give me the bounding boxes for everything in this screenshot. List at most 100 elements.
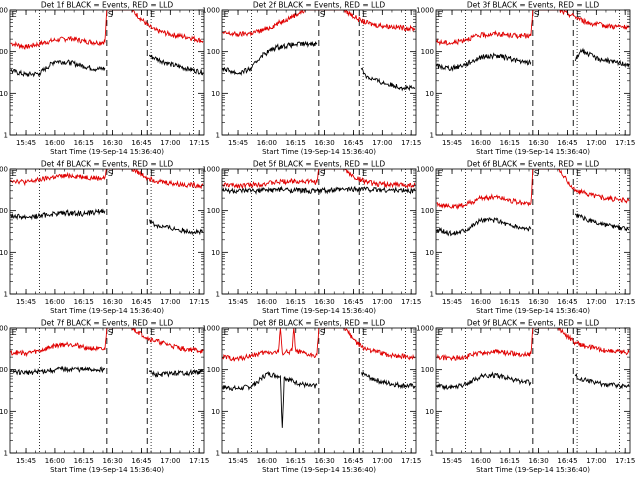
x-axis-label: Start Time (19-Sep-14 15:36:40) — [50, 466, 164, 474]
detector-panel: Det 1f BLACK = Events, RED = LLD 1 10 100 10… — [0, 1, 209, 157]
x-tick-label: 16:45 — [343, 298, 363, 306]
events-series — [148, 54, 204, 76]
x-tick-label: 17:15 — [615, 457, 635, 465]
y-tick-label: 10 — [211, 90, 220, 98]
events-series — [148, 368, 204, 378]
x-tick-label: 16:45 — [343, 457, 363, 465]
x-tick-label: 16:30 — [315, 457, 335, 465]
x-tick-label: 16:00 — [471, 139, 491, 147]
y-tick-label: 1000 — [0, 166, 8, 174]
y-tick-label: 100 — [421, 207, 434, 215]
x-tick-label: 16:30 — [529, 139, 549, 147]
event-marker-label: E — [362, 10, 367, 19]
x-axis-label: Start Time (19-Sep-14 15:36:40) — [476, 466, 590, 474]
plot-frame — [9, 168, 205, 295]
x-tick-label: 16:15 — [286, 457, 306, 465]
y-tick-label: 100 — [207, 207, 220, 215]
x-tick-label: 16:45 — [131, 457, 151, 465]
plot-frame — [9, 9, 205, 136]
x-tick-label: 16:15 — [286, 298, 306, 306]
x-tick-label: 16:30 — [315, 139, 335, 147]
event-marker-label: S — [320, 169, 325, 178]
events-series — [149, 219, 204, 236]
lld-series — [222, 328, 416, 362]
event-marker-label: S — [534, 328, 539, 337]
event-marker-label: E — [12, 169, 17, 178]
x-tick-label: 16:00 — [45, 298, 65, 306]
lld-series — [10, 328, 204, 358]
plot-frame — [221, 9, 417, 136]
x-tick-label: 15:45 — [16, 457, 36, 465]
x-tick-label: 15:45 — [228, 457, 248, 465]
event-marker-label: E — [438, 10, 443, 19]
series-group — [436, 10, 630, 72]
detector-panel: Det 7f BLACK = Events, RED = LLD 1 10 100 10… — [0, 319, 209, 475]
events-series — [574, 373, 630, 390]
x-tick-label: 15:45 — [442, 298, 462, 306]
x-axis-label: Start Time (19-Sep-14 15:36:40) — [476, 148, 590, 156]
panel-title: Det 2f BLACK = Events, RED = LLD — [253, 1, 386, 10]
detector-panel: Det 9f BLACK = Events, RED = LLD 1 10 100 10… — [416, 319, 635, 475]
y-tick-label: 10 — [0, 249, 8, 257]
lld-series — [10, 169, 204, 190]
x-tick-label: 17:15 — [615, 139, 635, 147]
x-tick-label: 16:00 — [45, 457, 65, 465]
y-tick-label: 1000 — [416, 7, 434, 15]
y-tick-label: 1 — [430, 132, 434, 140]
x-tick-label: 16:45 — [131, 298, 151, 306]
events-series — [360, 67, 416, 92]
panel-title: Det 6f BLACK = Events, RED = LLD — [467, 160, 600, 169]
y-tick-label: 1 — [216, 450, 220, 458]
lld-series — [436, 10, 630, 46]
event-marker-label: E — [438, 328, 443, 337]
x-tick-label: 15:45 — [16, 139, 36, 147]
x-tick-label: 16:00 — [471, 298, 491, 306]
detector-panel: Det 4f BLACK = Events, RED = LLD 1 10 100 10… — [0, 160, 209, 316]
x-axis-label: Start Time (19-Sep-14 15:36:40) — [262, 148, 376, 156]
x-tick-label: 17:00 — [586, 298, 606, 306]
event-marker-label: E — [224, 10, 229, 19]
panel-title: Det 5f BLACK = Events, RED = LLD — [253, 160, 386, 169]
x-tick-label: 17:00 — [372, 298, 392, 306]
x-tick-label: 15:45 — [442, 139, 462, 147]
x-tick-label: 17:15 — [401, 457, 421, 465]
x-tick-label: 16:45 — [557, 139, 577, 147]
event-marker-label: E — [150, 328, 155, 337]
plot-frame — [435, 327, 631, 454]
event-marker-label: E — [224, 328, 229, 337]
x-tick-label: 16:45 — [131, 139, 151, 147]
x-tick-label: 17:00 — [160, 298, 180, 306]
series-group — [436, 169, 630, 237]
y-tick-label: 1 — [4, 291, 8, 299]
panel-title: Det 1f BLACK = Events, RED = LLD — [41, 1, 174, 10]
x-tick-label: 17:00 — [586, 457, 606, 465]
x-tick-label: 16:00 — [257, 139, 277, 147]
event-marker-label: E — [438, 169, 443, 178]
x-tick-label: 16:30 — [315, 298, 335, 306]
plot-frame — [221, 168, 417, 295]
y-tick-label: 1000 — [416, 166, 434, 174]
x-tick-label: 17:15 — [189, 298, 209, 306]
event-marker-label: E — [224, 169, 229, 178]
event-marker-label: E — [12, 10, 17, 19]
y-tick-label: 1000 — [202, 166, 220, 174]
x-tick-label: 16:30 — [103, 139, 123, 147]
y-tick-label: 1000 — [202, 7, 220, 15]
event-marker-label: E — [362, 169, 367, 178]
y-tick-label: 10 — [211, 408, 220, 416]
event-marker-label: S — [108, 169, 113, 178]
detector-panel: Det 2f BLACK = Events, RED = LLD 1 10 100 10… — [202, 1, 421, 157]
lld-series — [222, 169, 416, 190]
series-group — [10, 10, 204, 78]
x-tick-label: 15:45 — [442, 457, 462, 465]
x-axis-label: Start Time (19-Sep-14 15:36:40) — [262, 466, 376, 474]
x-tick-label: 15:45 — [16, 298, 36, 306]
x-tick-label: 16:00 — [257, 298, 277, 306]
x-tick-label: 16:00 — [257, 457, 277, 465]
x-tick-label: 16:15 — [74, 457, 94, 465]
y-tick-label: 1000 — [202, 325, 220, 333]
y-tick-label: 1000 — [0, 7, 8, 15]
lld-series — [436, 328, 630, 362]
event-marker-label: E — [362, 328, 367, 337]
